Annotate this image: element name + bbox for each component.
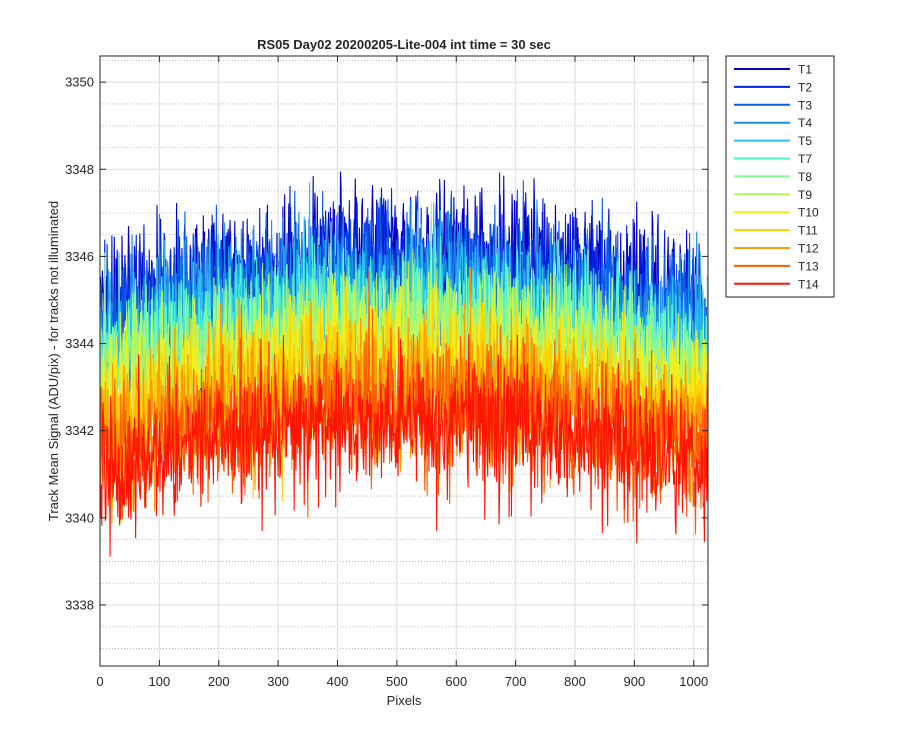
legend-label: T1 xyxy=(798,63,812,77)
x-tick-labels: 0 100 200 300 400 500 600 700 800 900 1000 xyxy=(96,674,708,689)
legend-label: T2 xyxy=(798,80,812,94)
y-tick-label: 3338 xyxy=(65,598,94,613)
y-axis-label: Track Mean Signal (ADU/pix) - for tracks… xyxy=(46,201,61,521)
legend-label: T5 xyxy=(798,134,812,148)
x-tick-label: 200 xyxy=(208,674,230,689)
legend-label: T3 xyxy=(798,98,812,112)
x-tick-label: 1000 xyxy=(679,674,708,689)
legend-label: T11 xyxy=(798,224,818,238)
legend-item-t4: T4 xyxy=(734,116,812,130)
x-tick-label: 500 xyxy=(386,674,408,689)
legend-label: T13 xyxy=(798,259,819,273)
x-tick-label: 700 xyxy=(505,674,527,689)
legend-label: T12 xyxy=(798,242,819,256)
x-tick-label: 300 xyxy=(267,674,289,689)
y-tick-label: 3340 xyxy=(65,510,94,525)
legend-label: T9 xyxy=(798,188,812,202)
legend-item-t13: T13 xyxy=(734,259,819,273)
axes-box xyxy=(99,55,709,667)
x-axis-label: Pixels xyxy=(387,693,422,708)
series-line-t14 xyxy=(99,333,708,557)
y-tick-label: 3346 xyxy=(65,249,94,264)
tick-marks xyxy=(99,56,708,666)
legend-item-t5: T5 xyxy=(734,134,812,148)
legend-label: T14 xyxy=(798,277,819,291)
legend-label: T8 xyxy=(798,170,812,184)
legend-item-t14: T14 xyxy=(734,277,819,291)
legend-item-t10: T10 xyxy=(734,206,819,220)
y-tick-label: 3342 xyxy=(65,423,94,438)
legend-item-t9: T9 xyxy=(734,188,812,202)
legend-entries: T1 T2 T3 T4 T5 T7 T8 T9 T10 T11 T12 T13 T14 xyxy=(734,63,819,291)
legend-item-t8: T8 xyxy=(734,170,812,184)
legend-item-t7: T7 xyxy=(734,152,812,166)
legend-item-t1: T1 xyxy=(734,63,812,77)
x-tick-label: 800 xyxy=(564,674,586,689)
x-tick-label: 400 xyxy=(327,674,349,689)
y-tick-label: 3348 xyxy=(65,162,94,177)
plot-area xyxy=(99,55,709,667)
series-lines xyxy=(99,171,708,557)
legend-item-t12: T12 xyxy=(734,242,819,256)
legend-label: T10 xyxy=(798,206,819,220)
legend-item-t2: T2 xyxy=(734,80,812,94)
x-tick-label: 600 xyxy=(445,674,467,689)
y-tick-label: 3350 xyxy=(65,75,94,90)
y-tick-label: 3344 xyxy=(65,336,94,351)
legend-item-t3: T3 xyxy=(734,98,812,112)
legend-label: T7 xyxy=(798,152,812,166)
x-tick-label: 100 xyxy=(149,674,171,689)
legend-item-t11: T11 xyxy=(734,224,818,238)
x-tick-label: 0 xyxy=(96,674,103,689)
x-tick-label: 900 xyxy=(624,674,646,689)
legend-label: T4 xyxy=(798,116,812,130)
legend: T1 T2 T3 T4 T5 T7 T8 T9 T10 T11 T12 T13 T14 xyxy=(725,55,835,298)
chart-title: RS05 Day02 20200205-Lite-004 int time = … xyxy=(257,37,551,52)
y-tick-labels: 3338 3340 3342 3344 3346 3348 3350 xyxy=(65,75,94,613)
